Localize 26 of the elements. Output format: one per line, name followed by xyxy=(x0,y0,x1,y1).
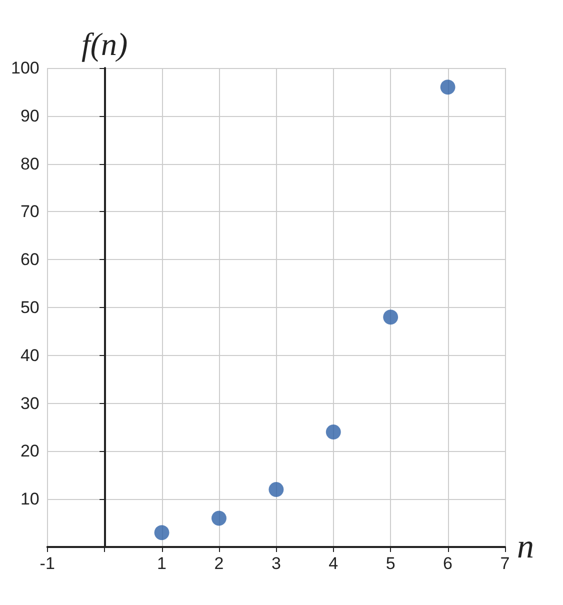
point xyxy=(268,482,284,498)
x-tick-label: 2 xyxy=(214,554,224,573)
y-tick-label: 100 xyxy=(10,58,40,78)
point xyxy=(154,525,170,540)
x-tick-label: 5 xyxy=(386,554,396,573)
y-tick-label: 90 xyxy=(20,106,40,126)
y-tick-label: 80 xyxy=(20,154,40,174)
y-axis-title: f(n) xyxy=(81,26,128,62)
x-tick-label: 7 xyxy=(500,554,510,573)
x-tick-label: -1 xyxy=(40,554,55,573)
y-tick-label: 20 xyxy=(20,442,40,461)
point xyxy=(383,310,398,325)
x-axis-title: n xyxy=(517,528,534,566)
y-tick-label: 50 xyxy=(20,298,40,317)
y-tick-label: 70 xyxy=(20,202,40,222)
x-tick-label: 4 xyxy=(328,554,338,573)
y-tick-label: 10 xyxy=(20,490,40,509)
y-tick-label: 40 xyxy=(20,346,40,365)
x-tick-label: 1 xyxy=(157,554,167,573)
point xyxy=(326,424,341,440)
x-tick-label: 3 xyxy=(271,554,281,573)
point xyxy=(440,80,456,95)
x-tick-label: 6 xyxy=(443,554,453,573)
y-tick-label: 30 xyxy=(20,394,40,413)
point xyxy=(211,510,226,526)
y-tick-label: 60 xyxy=(20,250,40,270)
